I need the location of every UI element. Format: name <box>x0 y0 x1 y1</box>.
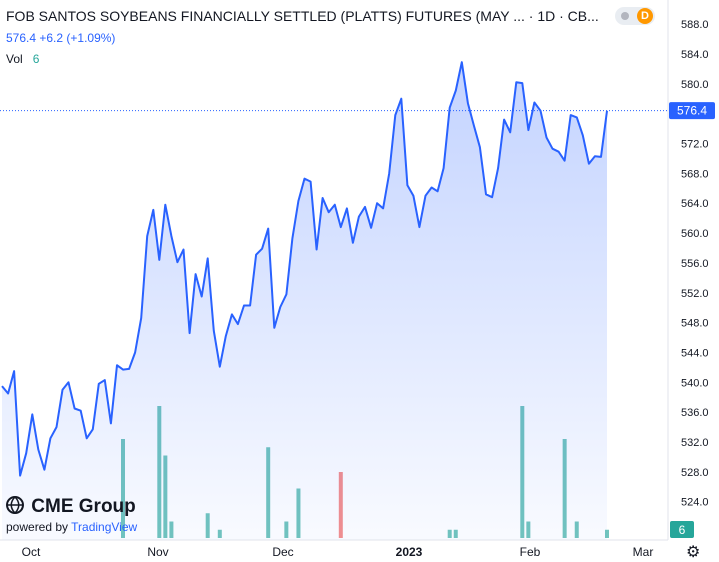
powered-by: powered by TradingView <box>6 520 137 534</box>
globe-icon <box>6 496 24 514</box>
volume-label: Vol <box>6 52 23 66</box>
x-tick-label: Mar <box>633 545 654 559</box>
price-change: 576.4 +6.2 (+1.09%) <box>6 31 116 45</box>
price-area-fill <box>2 62 607 540</box>
powered-prefix: powered by <box>6 520 72 534</box>
delayed-badge: D <box>637 8 653 24</box>
x-tick-label: Dec <box>272 545 293 559</box>
y-tick-label: 588.0 <box>681 19 709 31</box>
y-tick-label: 532.0 <box>681 437 709 449</box>
market-status-toggle[interactable]: D <box>615 7 655 25</box>
symbol-title[interactable]: FOB SANTOS SOYBEANS FINANCIALLY SETTLED … <box>6 8 599 24</box>
last-price-label: 576.4 <box>677 104 707 118</box>
y-tick-label: 544.0 <box>681 347 709 359</box>
price-axis[interactable]: 524.0 528.0 532.0 536.0 540.0 544.0 548.0 552.0… <box>681 19 709 509</box>
x-tick-label: 2023 <box>396 545 423 559</box>
y-tick-label: 536.0 <box>681 407 709 419</box>
y-tick-label: 572.0 <box>681 139 709 151</box>
y-tick-label: 560.0 <box>681 228 709 240</box>
volume-legend: Vol 6 <box>6 52 39 66</box>
last-volume-tag: 6 <box>670 521 694 538</box>
cme-brand: CME Group <box>6 496 137 518</box>
time-axis[interactable]: Oct Nov Dec 2023 Feb Mar <box>22 545 654 559</box>
y-tick-label: 556.0 <box>681 258 709 270</box>
cme-brand-text: CME Group <box>31 496 136 517</box>
y-tick-label: 584.0 <box>681 49 709 61</box>
y-tick-label: 552.0 <box>681 288 709 300</box>
y-tick-label: 564.0 <box>681 198 709 210</box>
y-tick-label: 528.0 <box>681 467 709 479</box>
tradingview-link[interactable]: TradingView <box>71 520 138 534</box>
last-price-tag: 576.4 <box>669 102 715 120</box>
y-tick-label: 568.0 <box>681 168 709 180</box>
y-tick-label: 524.0 <box>681 497 709 509</box>
price-line[interactable] <box>1 61 608 477</box>
x-tick-label: Nov <box>147 545 168 559</box>
cme-logo[interactable]: CME Group powered by TradingView <box>6 496 137 534</box>
x-tick-label: Oct <box>22 545 41 559</box>
volume-value: 6 <box>32 52 40 66</box>
status-dot-icon <box>621 12 629 20</box>
y-tick-label: 548.0 <box>681 318 709 330</box>
last-volume-label: 6 <box>679 523 686 537</box>
y-tick-label: 580.0 <box>681 79 709 91</box>
y-tick-label: 540.0 <box>681 377 709 389</box>
gear-icon[interactable]: ⚙ <box>686 544 701 561</box>
x-tick-label: Feb <box>520 545 541 559</box>
